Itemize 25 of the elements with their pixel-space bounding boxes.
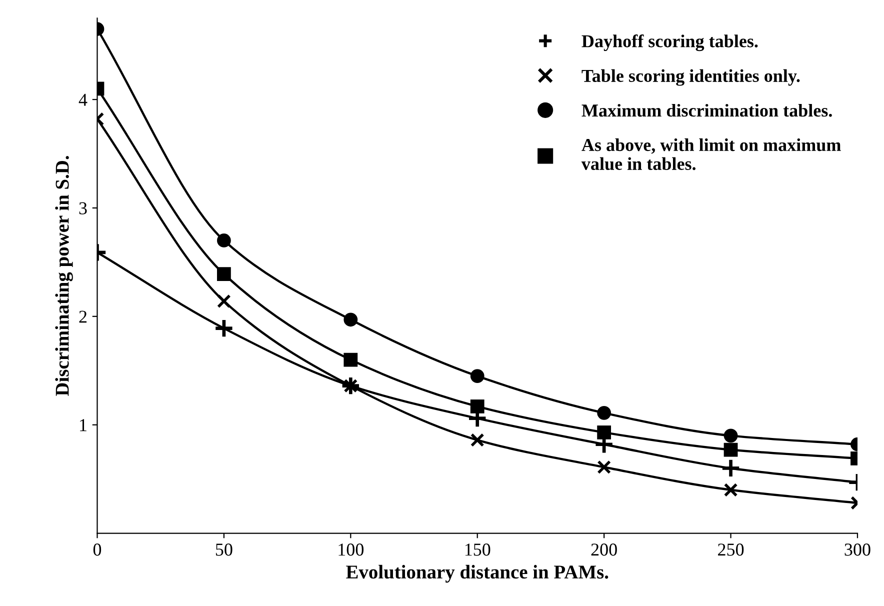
x-axis-title: Evolutionary distance in PAMs.: [346, 564, 608, 583]
legend-label: As above, with limit on maximum value in tables.: [581, 138, 841, 170]
y-tick-label: 4: [78, 94, 88, 106]
point: [597, 406, 612, 420]
x-tick-label: 150: [465, 544, 490, 556]
legend-label: Maximum discrimination tables.: [582, 104, 832, 117]
legend-label: Dayhoff scoring tables.: [582, 34, 758, 52]
y-axis-title: Discriminating power in S.D.: [55, 156, 73, 396]
x-tick-label: 0: [93, 544, 102, 556]
x-tick-label: 50: [216, 544, 232, 556]
y-tick-label: 1: [80, 419, 86, 432]
x-tick-label: 100: [338, 544, 364, 556]
x-tick-label: 200: [591, 544, 617, 556]
x-tick-label: 300: [844, 544, 870, 556]
point: [344, 312, 358, 327]
legend-label: Table scoring identities only.: [582, 69, 800, 86]
point: [470, 433, 484, 447]
point: [470, 369, 484, 383]
point: [470, 399, 484, 414]
point: [344, 352, 358, 367]
y-tick-label: 2: [79, 310, 87, 323]
point: [597, 425, 612, 440]
x-tick-label: 250: [718, 544, 744, 556]
y-tick-label: 3: [79, 202, 87, 214]
point: [597, 460, 612, 474]
